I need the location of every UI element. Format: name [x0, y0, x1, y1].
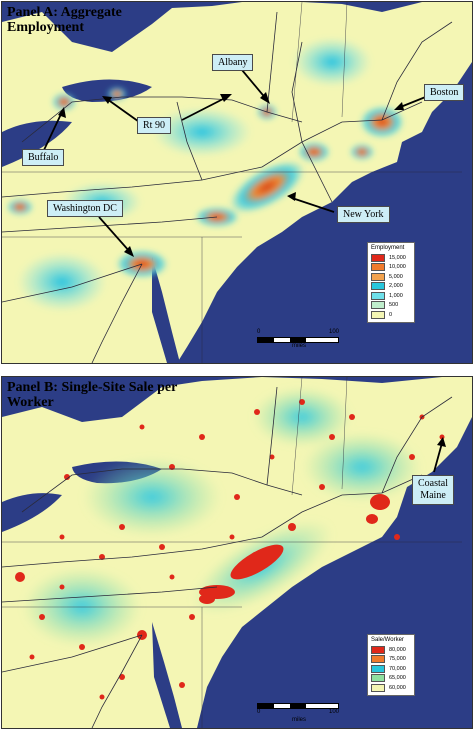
arrow-heads [58, 92, 404, 257]
callout-rt90: Rt 90 [137, 117, 171, 134]
legend-item: 60,000 [371, 683, 411, 693]
legend-item: 15,000 [371, 253, 411, 263]
panel-a-scale-end: 100 [329, 329, 340, 335]
legend-swatch [371, 253, 385, 262]
panel-b-scale-bar: 0 100 miles [257, 703, 341, 723]
panel-b-scale-start: 0 [257, 709, 261, 715]
panel-a-legend: Employment 15,000 10,000 5,000 2,000 1,000 50… [367, 242, 415, 323]
legend-label: 70,000 [389, 665, 406, 672]
panel-a-map: Panel A: Aggregate Employment Albany Bos… [1, 1, 473, 364]
legend-label: 2,000 [389, 283, 403, 290]
panel-b-title-line1: Panel B: Single-Site Sale per [7, 380, 178, 395]
callout-buffalo: Buffalo [22, 149, 65, 166]
legend-swatch [371, 282, 385, 291]
legend-item: 500 [371, 301, 411, 311]
panel-b-title-line2: Worker [7, 395, 54, 410]
legend-label: 15,000 [389, 254, 406, 261]
panel-b-legend: Sale/Worker 80,000 75,000 70,000 65,000 60,0… [367, 634, 415, 696]
panel-a-title-line2: Employment [7, 20, 84, 35]
legend-item: 75,000 [371, 655, 411, 665]
panel-a-scale-unit: miles [291, 343, 306, 349]
legend-label: 500 [389, 302, 399, 309]
legend-swatch [371, 291, 385, 300]
panel-a-scale-start: 0 [257, 329, 261, 335]
legend-item: 5,000 [371, 272, 411, 282]
coastal-maine-arrow-head [437, 437, 446, 447]
legend-swatch [371, 674, 385, 683]
panel-a-legend-title: Employment [371, 245, 405, 251]
callout-arrows [43, 69, 429, 253]
legend-item: 65,000 [371, 674, 411, 684]
legend-item: 2,000 [371, 282, 411, 292]
roads-and-borders [2, 2, 462, 363]
legend-item: 0 [371, 310, 411, 320]
panel-b-legend-title: Sale/Worker [371, 637, 404, 643]
legend-swatch [371, 655, 385, 664]
legend-item: 70,000 [371, 664, 411, 674]
legend-swatch [371, 263, 385, 272]
lake-erie-b [2, 493, 62, 532]
callout-washington-dc: Washington DC [47, 200, 123, 217]
legend-label: 1,000 [389, 292, 403, 299]
legend-swatch [371, 664, 385, 673]
lake-ontario [62, 79, 152, 102]
legend-label: 5,000 [389, 273, 403, 280]
panel-a-scale-bar: 0 100 miles [257, 329, 341, 349]
legend-label: 60,000 [389, 684, 406, 691]
callout-albany: Albany [212, 54, 254, 71]
legend-swatch [371, 301, 385, 310]
chesapeake-bay [152, 257, 180, 363]
callout-coastal-maine: Coastal Maine [412, 475, 454, 505]
panel-b-scale-unit: miles [291, 717, 306, 723]
legend-item: 1,000 [371, 291, 411, 301]
panel-a-title-line1: Panel A: Aggregate [7, 5, 122, 20]
panel-b-map: Panel B: Single-Site Sale per Worker Coa… [1, 376, 473, 729]
panel-b-scale-end: 100 [329, 709, 340, 715]
callout-boston: Boston [424, 84, 465, 101]
lake-erie [2, 120, 72, 167]
panel-b-map-canvas [2, 377, 472, 728]
legend-label: 80,000 [389, 646, 406, 653]
legend-swatch [371, 310, 385, 319]
legend-label: 0 [389, 311, 393, 318]
legend-swatch [371, 272, 385, 281]
legend-label: 10,000 [389, 264, 406, 271]
callout-coastal-maine-line2: Maine [420, 490, 446, 501]
sale-worker-red-sites [15, 399, 445, 700]
legend-swatch [371, 683, 385, 692]
panel-a-title: Panel A: Aggregate Employment [7, 5, 122, 35]
callout-coastal-maine-line1: Coastal [418, 478, 448, 489]
legend-label: 75,000 [389, 656, 406, 663]
panel-b-title: Panel B: Single-Site Sale per Worker [7, 380, 177, 410]
chesapeake-bay-b [152, 622, 182, 728]
callout-new-york: New York [337, 206, 390, 223]
legend-swatch [371, 645, 385, 654]
coastal-maine-arrow [433, 442, 443, 473]
legend-item: 80,000 [371, 645, 411, 655]
legend-label: 65,000 [389, 675, 406, 682]
legend-item: 10,000 [371, 263, 411, 273]
roads-and-borders-b [2, 377, 462, 728]
